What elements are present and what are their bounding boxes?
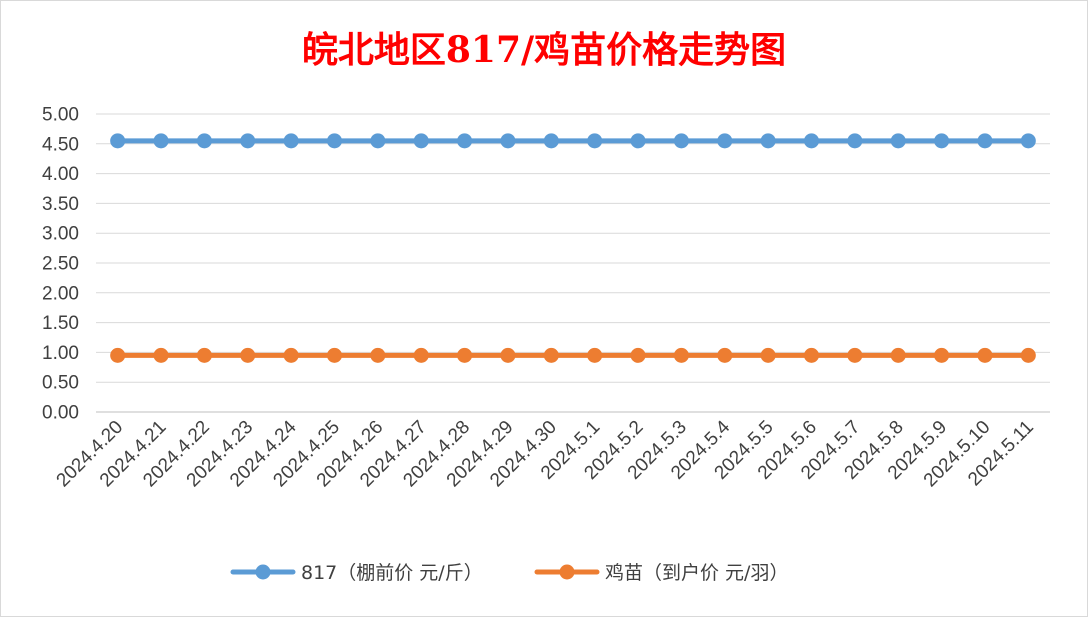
data-point: [847, 133, 863, 149]
data-point: [890, 133, 906, 149]
data-point: [977, 133, 993, 149]
y-axis-ticks: 0.00 0.50 1.00 1.50 2.00 2.50 3.00 3.50 4.00 4.50…: [42, 105, 79, 424]
chart-title: 皖北地区817/鸡苗价格走势图: [302, 29, 786, 71]
data-point: [413, 133, 429, 149]
y-tick-label: 0.50: [42, 373, 79, 394]
data-point: [847, 347, 863, 363]
series-2: [110, 347, 1036, 363]
data-point: [587, 347, 603, 363]
data-point: [153, 347, 169, 363]
data-point: [587, 133, 603, 149]
data-point: [717, 133, 733, 149]
y-tick-label: 4.00: [42, 164, 79, 185]
legend: 817（棚前价 元/斤） 鸡苗（到户价 元/羽）: [230, 562, 788, 584]
data-point: [977, 347, 993, 363]
data-point: [327, 347, 342, 363]
data-point: [934, 133, 950, 149]
data-point: [543, 133, 559, 149]
data-point: [413, 347, 429, 363]
data-point: [457, 133, 473, 149]
data-point: [500, 347, 516, 363]
data-point: [804, 133, 819, 149]
y-tick-label: 3.00: [42, 224, 79, 245]
data-point: [240, 347, 256, 363]
legend-label: 817（棚前价 元/斤）: [301, 562, 483, 584]
data-point: [283, 347, 299, 363]
data-point: [370, 133, 386, 149]
legend-item-1: 817（棚前价 元/斤）: [230, 562, 483, 584]
y-tick-label: 2.50: [42, 254, 79, 275]
data-point: [1020, 133, 1036, 149]
legend-marker: [559, 564, 575, 580]
y-tick-label: 0.00: [42, 403, 79, 424]
series-1: [110, 133, 1036, 149]
y-tick-label: 1.50: [42, 313, 79, 334]
data-point: [673, 133, 689, 149]
data-point: [327, 133, 342, 149]
legend-label: 鸡苗（到户价 元/羽）: [605, 562, 788, 584]
y-tick-label: 5.00: [42, 105, 79, 126]
data-point: [630, 133, 646, 149]
series-layer: [110, 133, 1036, 363]
y-tick-label: 1.00: [42, 343, 79, 364]
data-point: [283, 133, 299, 149]
data-point: [370, 347, 386, 363]
data-point: [630, 347, 646, 363]
y-tick-label: 4.50: [42, 134, 79, 155]
data-point: [240, 133, 256, 149]
data-point: [500, 133, 516, 149]
data-point: [196, 347, 212, 363]
data-point: [673, 347, 689, 363]
legend-item-2: 鸡苗（到户价 元/羽）: [534, 562, 788, 584]
legend-marker: [255, 564, 271, 580]
data-point: [717, 347, 733, 363]
data-point: [760, 133, 776, 149]
data-point: [804, 347, 819, 363]
data-point: [196, 133, 212, 149]
y-tick-label: 3.50: [42, 194, 79, 215]
data-point: [153, 133, 169, 149]
data-point: [110, 133, 126, 149]
y-tick-label: 2.00: [42, 283, 79, 304]
data-point: [934, 347, 950, 363]
data-point: [1020, 347, 1036, 363]
data-point: [760, 347, 776, 363]
data-point: [543, 347, 559, 363]
data-point: [890, 347, 906, 363]
data-point: [457, 347, 473, 363]
gridlines: [96, 113, 1050, 413]
data-point: [110, 347, 126, 363]
